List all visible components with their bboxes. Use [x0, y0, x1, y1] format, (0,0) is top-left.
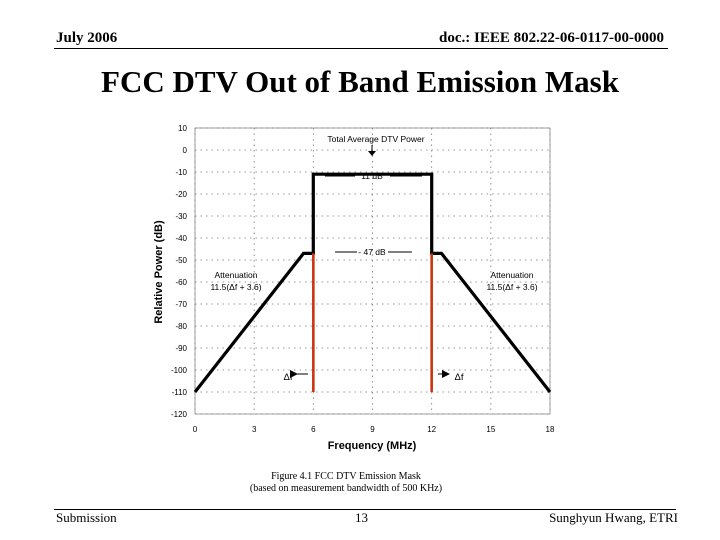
x-tick-label: 18 [546, 425, 555, 434]
footer-submission: Submission [56, 510, 117, 525]
annotation-attenuation-left: Attenuation [214, 270, 257, 280]
x-tick-label: 15 [486, 425, 495, 434]
header-doc-id: doc.: IEEE 802.22-06-0117-00-0000 [439, 30, 664, 46]
y-tick-label: 10 [178, 124, 187, 133]
annotation-formula-left: 11.5(Δf + 3.6) [210, 282, 261, 292]
annotation-attenuation-right: Attenuation [490, 270, 533, 280]
x-tick-label: 0 [193, 425, 198, 434]
y-tick-label: -70 [175, 300, 187, 309]
slide-title: FCC DTV Out of Band Emission Mask [101, 64, 619, 99]
chart-markers [312, 253, 433, 392]
footer-divider [54, 509, 676, 510]
y-tick-label: -110 [172, 388, 188, 397]
y-tick-label: -50 [175, 256, 187, 265]
y-tick-label: -90 [175, 344, 187, 353]
x-tick-label: 9 [370, 425, 375, 434]
total-power-arrow-head [368, 151, 376, 156]
chart-series-mask [193, 172, 552, 393]
y-tick-label: -80 [175, 322, 187, 331]
series-line-mask [193, 172, 552, 393]
y-axis-label: Relative Power (dB) [153, 220, 165, 324]
figure-caption-line2: (based on measurement bandwidth of 500 K… [250, 483, 442, 494]
y-tick-label: -120 [171, 410, 188, 419]
x-axis-label: Frequency (MHz) [328, 440, 417, 452]
annotation-formula-right: 11.5(Δf + 3.6) [486, 282, 537, 292]
figure-caption-line1: Figure 4.1 FCC DTV Emission Mask [271, 471, 421, 482]
x-tick-label: 6 [311, 425, 316, 434]
x-tick-label: 12 [427, 425, 436, 434]
annotation-total-power: Total Average DTV Power [327, 134, 424, 144]
y-tick-label: -10 [175, 168, 187, 177]
header-divider [54, 48, 668, 49]
y-tick-label: -60 [175, 278, 187, 287]
y-tick-label: 0 [183, 146, 188, 155]
footer-page-number: 13 [355, 510, 368, 525]
chart-annotations: Total Average DTV Power 11 dB - 47 dB At… [210, 134, 537, 383]
y-tick-label: -100 [171, 366, 188, 375]
footer-author: Sunghyun Hwang, ETRI [549, 510, 678, 525]
y-tick-label: -30 [175, 212, 187, 221]
y-tick-label: -40 [175, 234, 187, 243]
chart-tick-labels: 10 0 -10 -20 -30 -40 -50 -60 -70 -80 -90 -100 -110 -1… [171, 124, 555, 434]
annotation-delta-f-right: Δf [455, 372, 464, 383]
annotation-in-band: 11 dB [361, 171, 383, 181]
emission-mask-chart: 10 0 -10 -20 -30 -40 -50 -60 -70 -80 -90 -100 -110 -1… [153, 124, 555, 494]
x-tick-label: 3 [252, 425, 257, 434]
y-tick-label: -20 [175, 190, 187, 199]
annotation-delta-f-left: Δf [284, 372, 293, 383]
header-date: July 2006 [56, 30, 118, 46]
annotation-edge-level: - 47 dB [358, 247, 386, 257]
